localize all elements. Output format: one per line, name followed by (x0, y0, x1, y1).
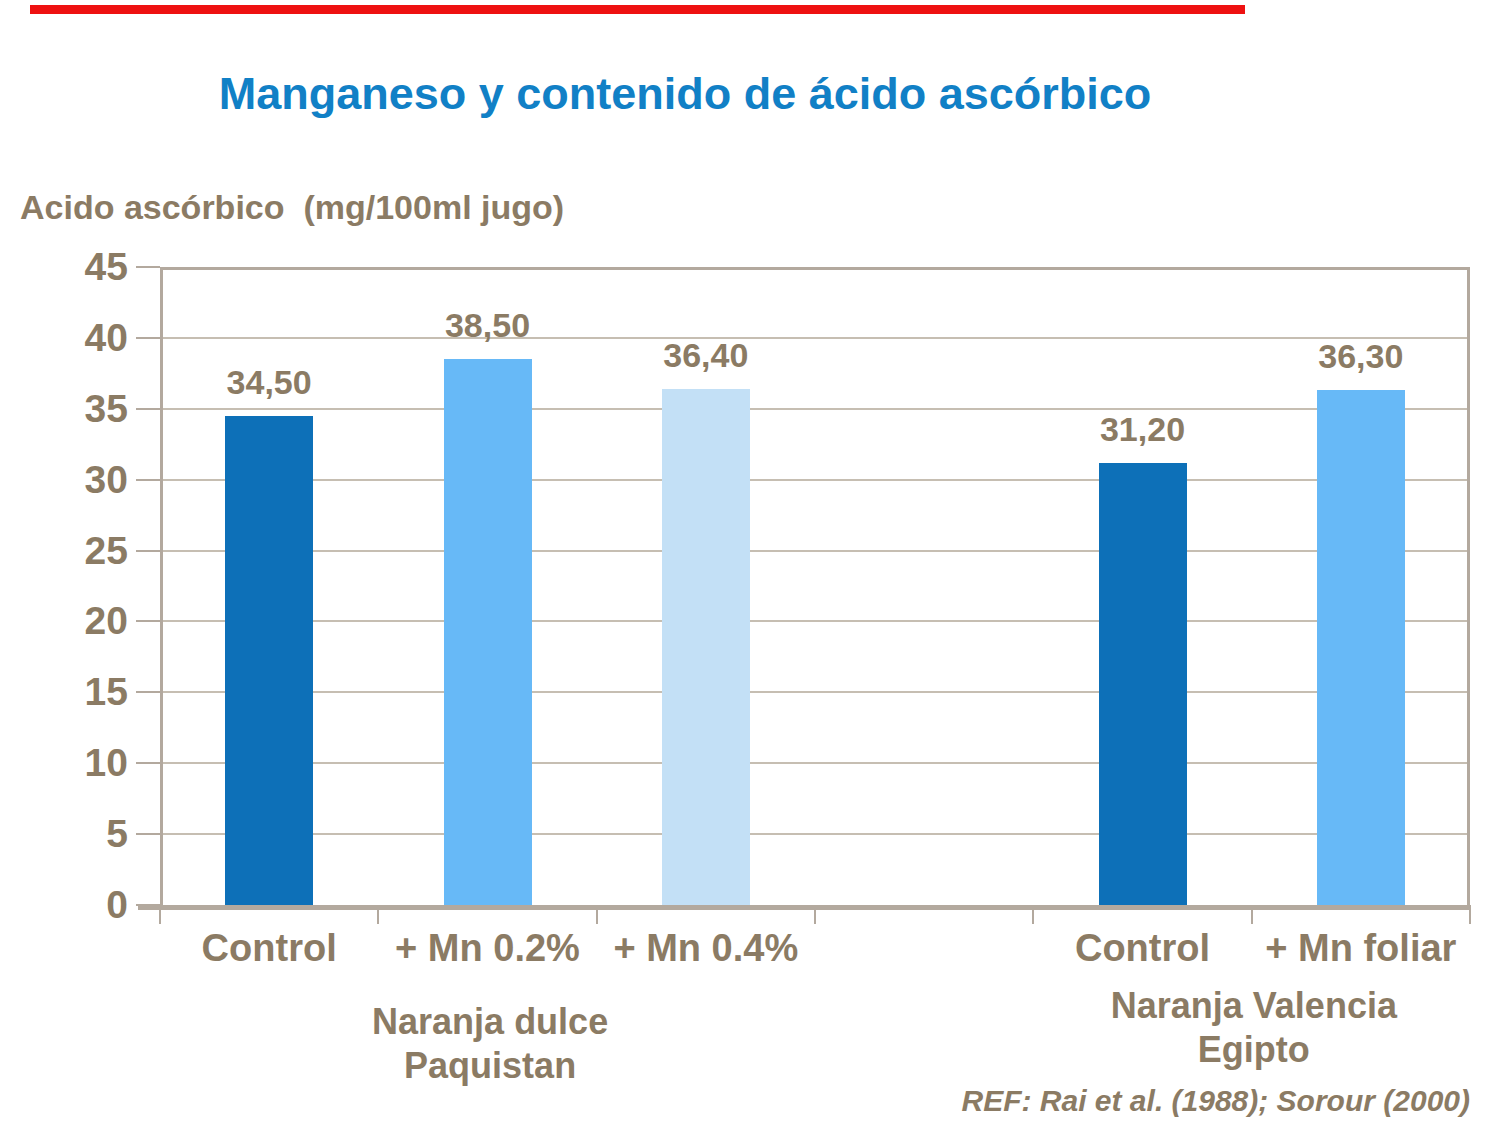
y-tick-label: 35 (48, 389, 128, 429)
y-axis-tick (136, 691, 160, 693)
gridline (163, 550, 1467, 552)
gridline (163, 620, 1467, 622)
chart-title: Manganeso y contenido de ácido ascórbico (0, 68, 1370, 120)
x-axis-tick (814, 905, 816, 924)
gridline (163, 762, 1467, 764)
y-tick-label: 25 (48, 531, 128, 571)
group-label: Naranja ValenciaEgipto (944, 984, 1501, 1072)
y-tick-label: 20 (48, 601, 128, 641)
y-axis-tick (136, 620, 160, 622)
x-axis-tick (596, 905, 598, 924)
y-axis-tick (136, 479, 160, 481)
bar--mn-0.4% (662, 389, 750, 905)
bar-value-label: 38,50 (378, 307, 598, 343)
gridline (163, 833, 1467, 835)
y-axis-tick (136, 762, 160, 764)
category-label: + Mn 0.4% (576, 928, 836, 968)
x-axis-tick (1032, 905, 1034, 924)
gridline (163, 691, 1467, 693)
y-tick-label: 15 (48, 672, 128, 712)
bar-control (1099, 463, 1187, 905)
y-tick-label: 30 (48, 460, 128, 500)
y-axis-tick (136, 904, 160, 906)
bar--mn-0.2% (444, 359, 532, 905)
y-tick-label: 10 (48, 743, 128, 783)
bar-control (225, 416, 313, 905)
x-axis-tick (159, 905, 161, 924)
top-accent-strip (30, 5, 1245, 14)
y-tick-label: 0 (48, 885, 128, 925)
category-label: + Mn foliar (1231, 928, 1491, 968)
y-axis-tick (136, 266, 160, 268)
y-tick-label: 40 (48, 318, 128, 358)
y-axis-tick (136, 833, 160, 835)
x-axis-tick (1251, 905, 1253, 924)
x-axis-tick (1469, 905, 1471, 924)
y-axis-tick (136, 550, 160, 552)
bar-value-label: 34,50 (159, 364, 379, 400)
x-axis-line (138, 905, 1470, 910)
y-tick-label: 45 (48, 247, 128, 287)
gridline (163, 408, 1467, 410)
bar-value-label: 36,30 (1251, 338, 1471, 374)
y-axis-title: Acido ascórbico (mg/100ml jugo) (20, 188, 564, 227)
y-tick-label: 5 (48, 814, 128, 854)
group-label: Naranja dulcePaquistan (180, 1000, 800, 1088)
x-axis-tick (377, 905, 379, 924)
y-axis-tick (136, 408, 160, 410)
gridline (163, 479, 1467, 481)
reference-citation: REF: Rai et al. (1988); Sorour (2000) (962, 1084, 1470, 1118)
y-axis-tick (136, 337, 160, 339)
slide: Manganeso y contenido de ácido ascórbico… (0, 0, 1501, 1125)
bar--mn-foliar (1317, 390, 1405, 905)
bar-value-label: 31,20 (1033, 411, 1253, 447)
bar-value-label: 36,40 (596, 337, 816, 373)
